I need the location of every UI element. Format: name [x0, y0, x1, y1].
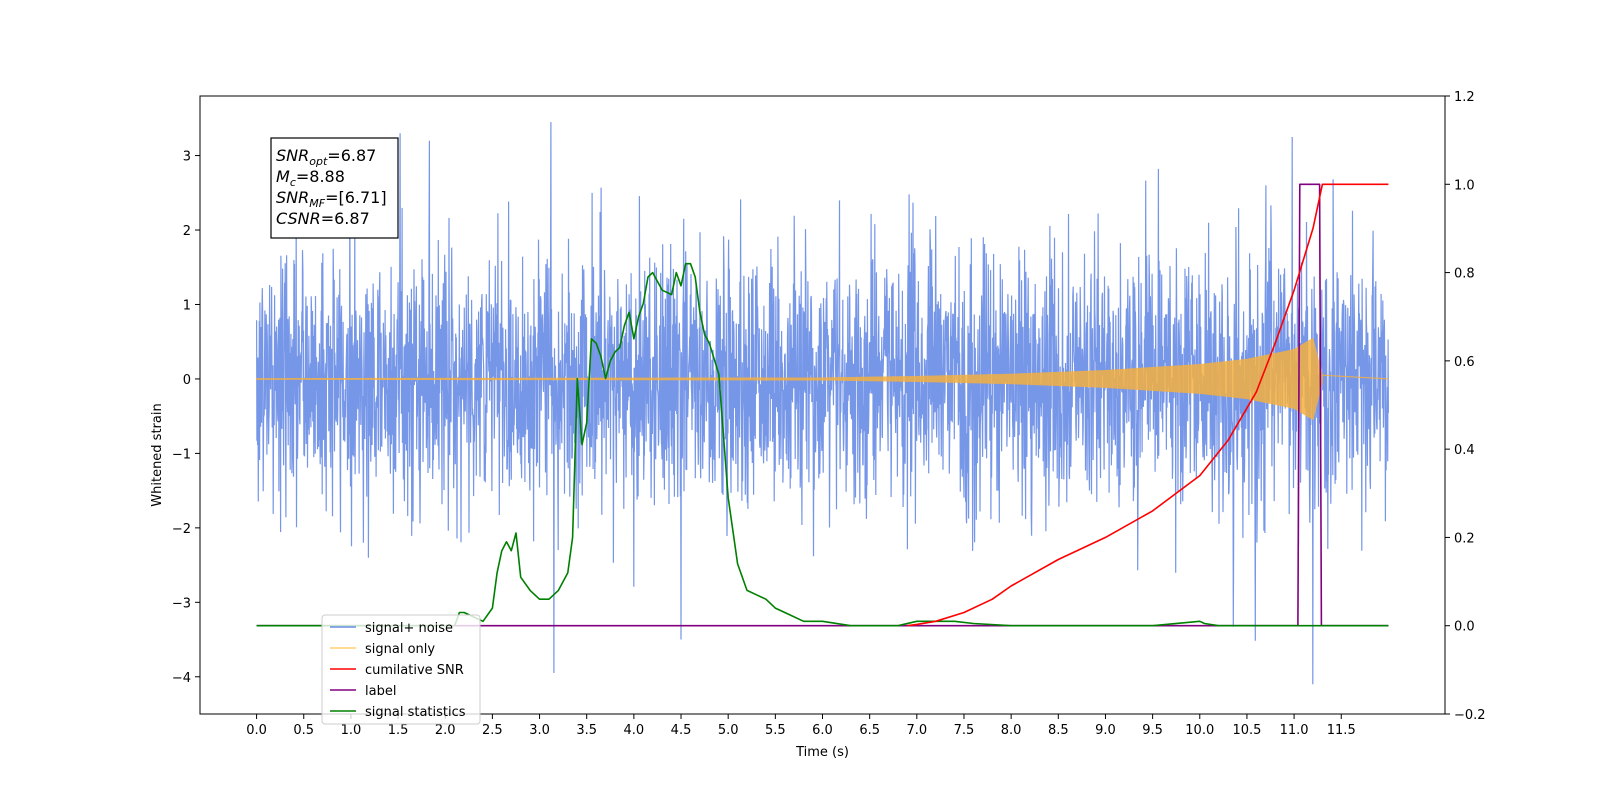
y-tick-label: −3: [172, 596, 191, 611]
stats-line: CSNR=6.87: [276, 209, 370, 228]
x-tick-label: 1.0: [341, 723, 362, 738]
x-tick-label: 9.0: [1095, 723, 1116, 738]
x-tick-label: 10.0: [1185, 723, 1214, 738]
x-tick-label: 3.5: [576, 723, 597, 738]
right-tick-label: 1.0: [1454, 178, 1475, 193]
x-tick-label: 8.0: [1001, 723, 1022, 738]
x-tick-label: 2.0: [435, 723, 456, 738]
x-tick-label: 1.5: [388, 723, 409, 738]
stats-line: SNRMF=[6.71]: [276, 188, 387, 210]
x-tick-label: 0.5: [293, 723, 314, 738]
chirp-series: [256, 338, 1389, 420]
x-tick-label: 6.5: [859, 723, 880, 738]
signal-noise-line: [256, 122, 1390, 685]
right-tick-label: 0.4: [1454, 443, 1475, 458]
signal-statistics-line: [256, 262, 1389, 627]
legend-entry: signal statistics: [365, 705, 466, 720]
x-tick-label: 10.5: [1232, 723, 1261, 738]
right-axis-ticks: 1.2 1.0 0.8 0.6 0.4 0.2 0.0 −0.2: [1445, 90, 1486, 723]
stats-line: SNRopt=6.87: [276, 146, 376, 168]
x-axis-label: Time (s): [795, 745, 849, 760]
y-axis-ticks: 3 2 1 0 −1 −2 −3 −4: [172, 150, 200, 686]
legend-entry: signal+ noise: [365, 621, 453, 636]
legend-frame: [321, 614, 481, 725]
x-tick-label: 5.5: [765, 723, 786, 738]
right-tick-label: 0.6: [1454, 355, 1475, 370]
x-tick-label: 4.0: [624, 723, 645, 738]
x-tick-label: 5.0: [718, 723, 739, 738]
legend-entry: label: [365, 684, 396, 699]
signal-only-line: [256, 338, 1389, 420]
noise-series: [256, 122, 1390, 685]
x-tick-label: 2.5: [482, 723, 503, 738]
y-tick-label: −4: [172, 671, 191, 686]
legend-entry: cumilative SNR: [365, 663, 464, 678]
x-tick-label: 9.5: [1142, 723, 1163, 738]
legend: signal+ noise signal only cumilative SNR la…: [321, 614, 481, 725]
y-axis-label: Whitened strain: [150, 403, 165, 506]
y-tick-label: 2: [183, 224, 191, 239]
right-tick-label: 0.0: [1454, 620, 1475, 635]
cumilative-snr-line: [907, 183, 1389, 627]
right-tick-label: 0.8: [1454, 267, 1475, 282]
x-tick-label: 11.5: [1327, 723, 1356, 738]
x-tick-label: 7.0: [906, 723, 927, 738]
y-tick-label: −1: [172, 447, 191, 462]
x-axis-ticks: 0.0 0.5 1.0 1.5 2.0 2.5 3.0 3.5 4.0 4.5 5.0 5.5 6.0 6…: [246, 714, 1356, 738]
right-axis-series: [256, 183, 1389, 627]
x-tick-label: 3.0: [529, 723, 550, 738]
right-tick-label: 1.2: [1454, 90, 1475, 105]
x-tick-label: 6.0: [812, 723, 833, 738]
right-tick-label: −0.2: [1454, 708, 1486, 723]
x-tick-label: 0.0: [246, 723, 267, 738]
x-tick-label: 4.5: [671, 723, 692, 738]
legend-entry: signal only: [365, 642, 435, 657]
x-tick-label: 11.0: [1280, 723, 1309, 738]
y-tick-label: −2: [172, 522, 191, 537]
stats-box-frame: [270, 137, 399, 239]
y-tick-label: 1: [183, 298, 191, 313]
y-tick-label: 3: [183, 150, 191, 165]
x-tick-label: 7.5: [954, 723, 975, 738]
stats-line: Mc=8.88: [276, 167, 345, 189]
x-tick-label: 8.5: [1048, 723, 1069, 738]
y-tick-label: 0: [183, 373, 191, 388]
right-tick-label: 0.2: [1454, 531, 1475, 546]
